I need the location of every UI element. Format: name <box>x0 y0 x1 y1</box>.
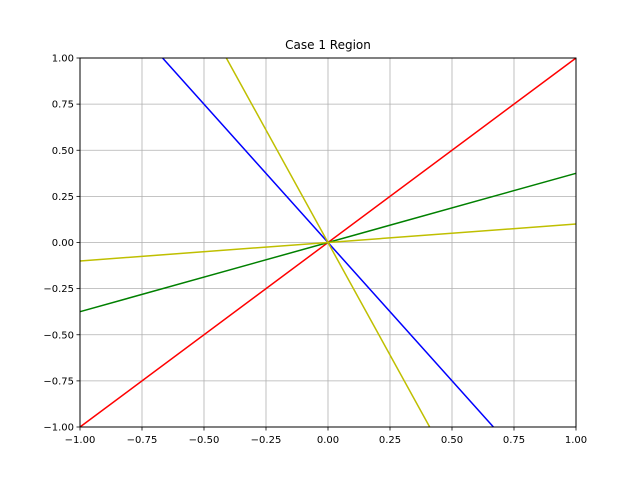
y-tick-label: 1.00 <box>52 54 74 65</box>
x-tick-label: 0.00 <box>317 435 339 446</box>
x-tick-label: 0.25 <box>379 435 401 446</box>
series-line-5 <box>225 57 431 428</box>
y-tick-label: 0.50 <box>52 146 74 157</box>
x-tick-label: −1.00 <box>65 435 96 446</box>
chart-title: Case 1 Region <box>285 38 371 52</box>
x-tick-label: −0.25 <box>251 435 282 446</box>
x-tick-label: 0.75 <box>503 435 525 446</box>
y-tick-label: 0.75 <box>52 100 74 111</box>
y-tick-label: −0.25 <box>43 284 74 295</box>
x-tick-label: −0.50 <box>189 435 220 446</box>
y-tick-label: 0.25 <box>52 192 74 203</box>
y-tick-label: −0.75 <box>43 376 74 387</box>
y-tick-label: −1.00 <box>43 423 74 434</box>
axis-ticks: −1.00 −0.75 −0.50 −0.25 0.00 0.25 0.50 0.75 1.00… <box>43 54 587 447</box>
y-tick-label: −0.50 <box>43 330 74 341</box>
x-tick-label: 1.00 <box>565 435 587 446</box>
x-tick-label: 0.50 <box>441 435 463 446</box>
y-tick-label: 0.00 <box>52 238 74 249</box>
series-lines <box>79 57 577 428</box>
grid-lines <box>79 57 577 428</box>
x-tick-label: −0.75 <box>127 435 158 446</box>
